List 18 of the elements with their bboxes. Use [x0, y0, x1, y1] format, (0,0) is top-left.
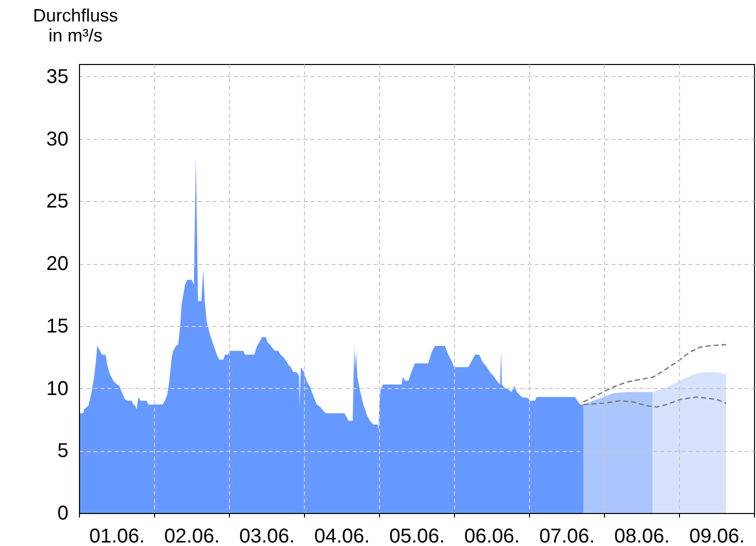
y-tick-label: 10 [46, 378, 68, 400]
x-tick-label: 05.06. [389, 526, 445, 546]
x-tick-label: 09.06. [689, 526, 745, 546]
x-tick-label: 04.06. [314, 526, 370, 546]
y-tick-label: 30 [46, 128, 68, 150]
y-axis-title: Durchfluss in m³/s [32, 6, 118, 46]
y-tick-label: 5 [57, 440, 68, 462]
x-tick-label: 02.06. [164, 526, 220, 546]
x-tick-label: 06.06. [464, 526, 520, 546]
y-tick-label: 0 [57, 502, 68, 524]
y-tick-label: 25 [46, 190, 68, 213]
y-tick-label: 35 [46, 66, 68, 88]
x-tick-label: 01.06. [89, 526, 145, 546]
x-tick-label: 07.06. [539, 526, 595, 546]
x-tick-label: 03.06. [239, 526, 295, 546]
y-tick-label: 20 [46, 253, 68, 276]
x-tick-label: 08.06. [614, 526, 670, 546]
y-tick-label: 15 [46, 315, 68, 338]
